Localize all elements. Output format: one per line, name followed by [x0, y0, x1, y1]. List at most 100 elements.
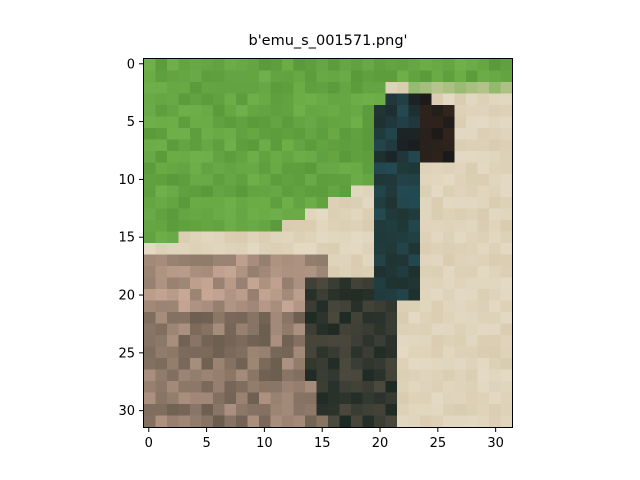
pixel: [351, 358, 363, 370]
pixel: [213, 116, 225, 129]
pixel: [443, 116, 455, 129]
pixel: [454, 59, 467, 71]
pixel: [282, 70, 294, 83]
pixel: [155, 220, 168, 232]
pixel: [213, 404, 225, 416]
pixel: [293, 392, 306, 405]
pixel: [247, 346, 260, 359]
pixel: [328, 151, 340, 163]
pixel: [259, 59, 271, 71]
pixel: [213, 82, 225, 94]
pixel: [339, 197, 352, 209]
pixel: [190, 197, 202, 209]
pixel: [178, 346, 191, 359]
pixel: [477, 369, 490, 382]
pixel: [374, 185, 386, 198]
y-tick-label: 25: [118, 346, 135, 361]
pixel: [477, 415, 490, 427]
pixel: [500, 277, 512, 290]
pixel: [236, 105, 248, 117]
pixel: [190, 116, 202, 129]
pixel: [431, 312, 444, 324]
pixel: [213, 369, 225, 382]
pixel: [408, 243, 421, 255]
pixel: [351, 335, 363, 347]
pixel: [201, 151, 214, 163]
pixel: [408, 82, 421, 94]
pixel: [397, 185, 409, 198]
pixel: [178, 162, 191, 175]
pixel: [408, 59, 421, 71]
pixel: [477, 289, 490, 301]
pixel: [489, 197, 501, 209]
pixel: [155, 323, 168, 336]
pixel: [201, 231, 214, 244]
pixel: [408, 323, 421, 336]
pixel: [397, 312, 409, 324]
pixel: [408, 277, 421, 290]
pixel: [144, 174, 156, 186]
pixel: [305, 392, 317, 405]
pixel: [178, 105, 191, 117]
pixel: [374, 70, 386, 83]
pixel: [351, 162, 363, 175]
pixel: [201, 277, 214, 290]
pixel: [362, 358, 375, 370]
pixel: [305, 369, 317, 382]
pixel: [328, 289, 340, 301]
pixel: [466, 404, 478, 416]
pixel: [270, 289, 283, 301]
pixel: [190, 70, 202, 83]
pixel: [236, 151, 248, 163]
pixel: [236, 335, 248, 347]
pixel: [351, 93, 363, 106]
pixel: [500, 300, 512, 313]
pixel: [316, 162, 329, 175]
pixel: [454, 185, 467, 198]
pixel: [144, 266, 156, 278]
pixel: [155, 59, 168, 71]
pixel: [236, 289, 248, 301]
pixel: [144, 162, 156, 175]
pixel: [328, 415, 340, 427]
pixel: [328, 231, 340, 244]
pixel: [270, 231, 283, 244]
pixel: [454, 82, 467, 94]
pixel: [316, 289, 329, 301]
pixel: [500, 116, 512, 129]
pixel: [397, 300, 409, 313]
pixel: [420, 289, 432, 301]
pixel: [282, 369, 294, 382]
pixel: [190, 369, 202, 382]
pixel: [328, 323, 340, 336]
pixel: [282, 300, 294, 313]
pixel: [339, 93, 352, 106]
pixel: [316, 174, 329, 186]
pixel: [489, 116, 501, 129]
pixel: [247, 59, 260, 71]
pixel: [190, 105, 202, 117]
pixel: [500, 139, 512, 152]
pixel: [408, 208, 421, 221]
pixel: [155, 128, 168, 140]
pixel: [339, 174, 352, 186]
pixel: [190, 415, 202, 427]
pixel: [351, 312, 363, 324]
pixel: [351, 266, 363, 278]
pixel: [431, 415, 444, 427]
pixel: [374, 404, 386, 416]
pixel: [339, 358, 352, 370]
pixel: [316, 369, 329, 382]
pixel: [144, 231, 156, 244]
pixel: [305, 266, 317, 278]
pixel: [167, 415, 179, 427]
pixel: [201, 139, 214, 152]
pixel: [362, 289, 375, 301]
pixel: [362, 243, 375, 255]
pixel: [500, 128, 512, 140]
pixel: [247, 381, 260, 393]
pixel: [305, 128, 317, 140]
pixel: [178, 116, 191, 129]
pixel: [167, 335, 179, 347]
pixel: [247, 70, 260, 83]
